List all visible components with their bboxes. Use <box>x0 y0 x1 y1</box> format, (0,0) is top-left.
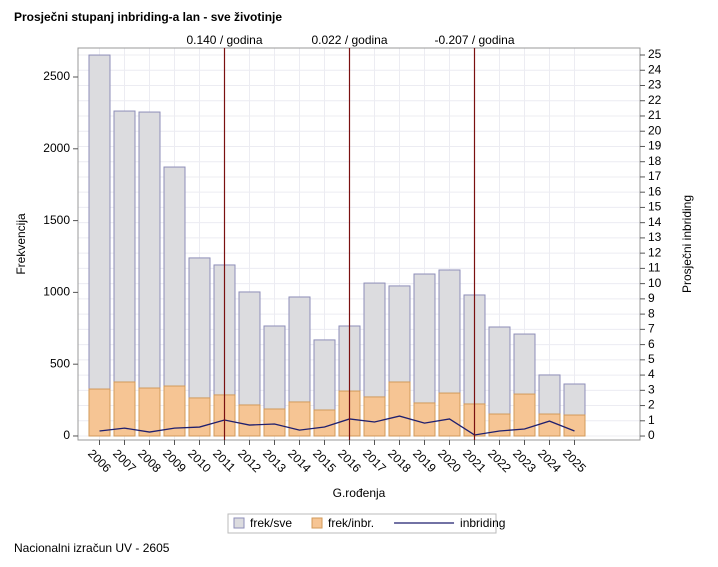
bar <box>263 408 286 437</box>
y2-tick-label: 19 <box>648 139 662 153</box>
x-tick-label: 2023 <box>510 446 539 475</box>
y2-tick-label: 21 <box>648 108 662 122</box>
bar <box>88 388 111 437</box>
bar <box>113 381 136 437</box>
x-tick-label: 2010 <box>185 446 214 475</box>
bar <box>438 392 461 437</box>
x-tick-label: 2006 <box>85 446 114 475</box>
y-tick-label: 1000 <box>43 285 70 299</box>
y2-tick-label: 10 <box>648 276 662 290</box>
footer: Nacionalni izračun UV - 2605 <box>14 541 170 555</box>
x-tick-label: 2025 <box>560 446 589 475</box>
x-tick-label: 2019 <box>410 446 439 475</box>
y-tick-label: 2500 <box>43 69 70 83</box>
x-tick-label: 2018 <box>385 446 414 475</box>
y-tick-label: 500 <box>50 356 70 370</box>
bar <box>138 387 161 437</box>
legend-label: inbriding <box>460 516 505 530</box>
legend-swatch <box>311 517 323 529</box>
bar <box>563 414 586 437</box>
bar <box>238 404 261 437</box>
legend-label: frek/inbr. <box>328 516 374 530</box>
bar <box>188 397 211 437</box>
y2-tick-label: 18 <box>648 154 662 168</box>
y-tick-label: 2000 <box>43 141 70 155</box>
x-tick-label: 2012 <box>235 446 264 475</box>
y2-tick-label: 3 <box>648 382 655 396</box>
y2-tick-label: 25 <box>648 47 662 61</box>
bar <box>313 409 336 437</box>
bar <box>413 402 436 437</box>
x-tick-label: 2024 <box>535 446 564 475</box>
y2-tick-label: 13 <box>648 230 662 244</box>
x-tick-label: 2017 <box>360 446 389 475</box>
x-tick-label: 2020 <box>435 446 464 475</box>
y2-tick-label: 0 <box>648 428 655 442</box>
legend-box <box>227 513 497 534</box>
reference-label: 0.022 / godina <box>311 33 387 47</box>
bar <box>538 413 561 437</box>
bar <box>138 111 161 437</box>
bar <box>88 54 111 437</box>
bar <box>163 385 186 437</box>
reference-label: -0.207 / godina <box>434 33 514 47</box>
x-tick-label: 2016 <box>335 446 364 475</box>
y2-tick-label: 16 <box>648 184 662 198</box>
y2-tick-label: 24 <box>648 62 662 76</box>
x-tick-label: 2014 <box>285 446 314 475</box>
bar <box>363 396 386 437</box>
y2-tick-label: 11 <box>648 261 661 275</box>
chart-title: Prosječni stupanj inbriding-a lan - sve … <box>14 10 282 24</box>
y2-tick-label: 20 <box>648 123 662 137</box>
y2-axis-label: Prosječni inbriding <box>680 195 694 293</box>
y2-tick-label: 15 <box>648 200 662 214</box>
y2-tick-label: 8 <box>648 306 655 320</box>
y2-tick-label: 22 <box>648 93 662 107</box>
y-tick-label: 0 <box>63 428 70 442</box>
x-axis-label: G.rođenja <box>333 486 386 500</box>
x-tick-label: 2021 <box>460 446 489 475</box>
y2-tick-label: 5 <box>648 352 655 366</box>
y2-tick-label: 14 <box>648 215 662 229</box>
x-tick-label: 2008 <box>135 446 164 475</box>
bar <box>288 401 311 437</box>
y2-tick-label: 12 <box>648 245 662 259</box>
bar <box>513 393 536 437</box>
y-tick-label: 1500 <box>43 213 70 227</box>
y2-tick-label: 7 <box>648 322 655 336</box>
y2-tick-label: 23 <box>648 78 662 92</box>
x-tick-label: 2015 <box>310 446 339 475</box>
x-tick-label: 2013 <box>260 446 289 475</box>
plot-frame <box>77 47 641 441</box>
line <box>99 415 575 436</box>
x-tick-label: 2011 <box>210 446 238 474</box>
y2-tick-label: 6 <box>648 337 655 351</box>
x-tick-label: 2007 <box>110 446 139 475</box>
y2-tick-label: 4 <box>648 367 655 381</box>
x-tick-label: 2009 <box>160 446 189 475</box>
legend-swatch <box>233 517 245 529</box>
y2-tick-label: 2 <box>648 398 655 412</box>
legend-label: frek/sve <box>250 516 292 530</box>
y2-tick-label: 1 <box>648 413 655 427</box>
y2-tick-label: 17 <box>648 169 662 183</box>
y2-tick-label: 9 <box>648 291 655 305</box>
reference-label: 0.140 / godina <box>186 33 262 47</box>
bar <box>388 381 411 437</box>
x-tick-label: 2022 <box>485 446 514 475</box>
y-axis-label: Frekvencija <box>14 213 28 275</box>
